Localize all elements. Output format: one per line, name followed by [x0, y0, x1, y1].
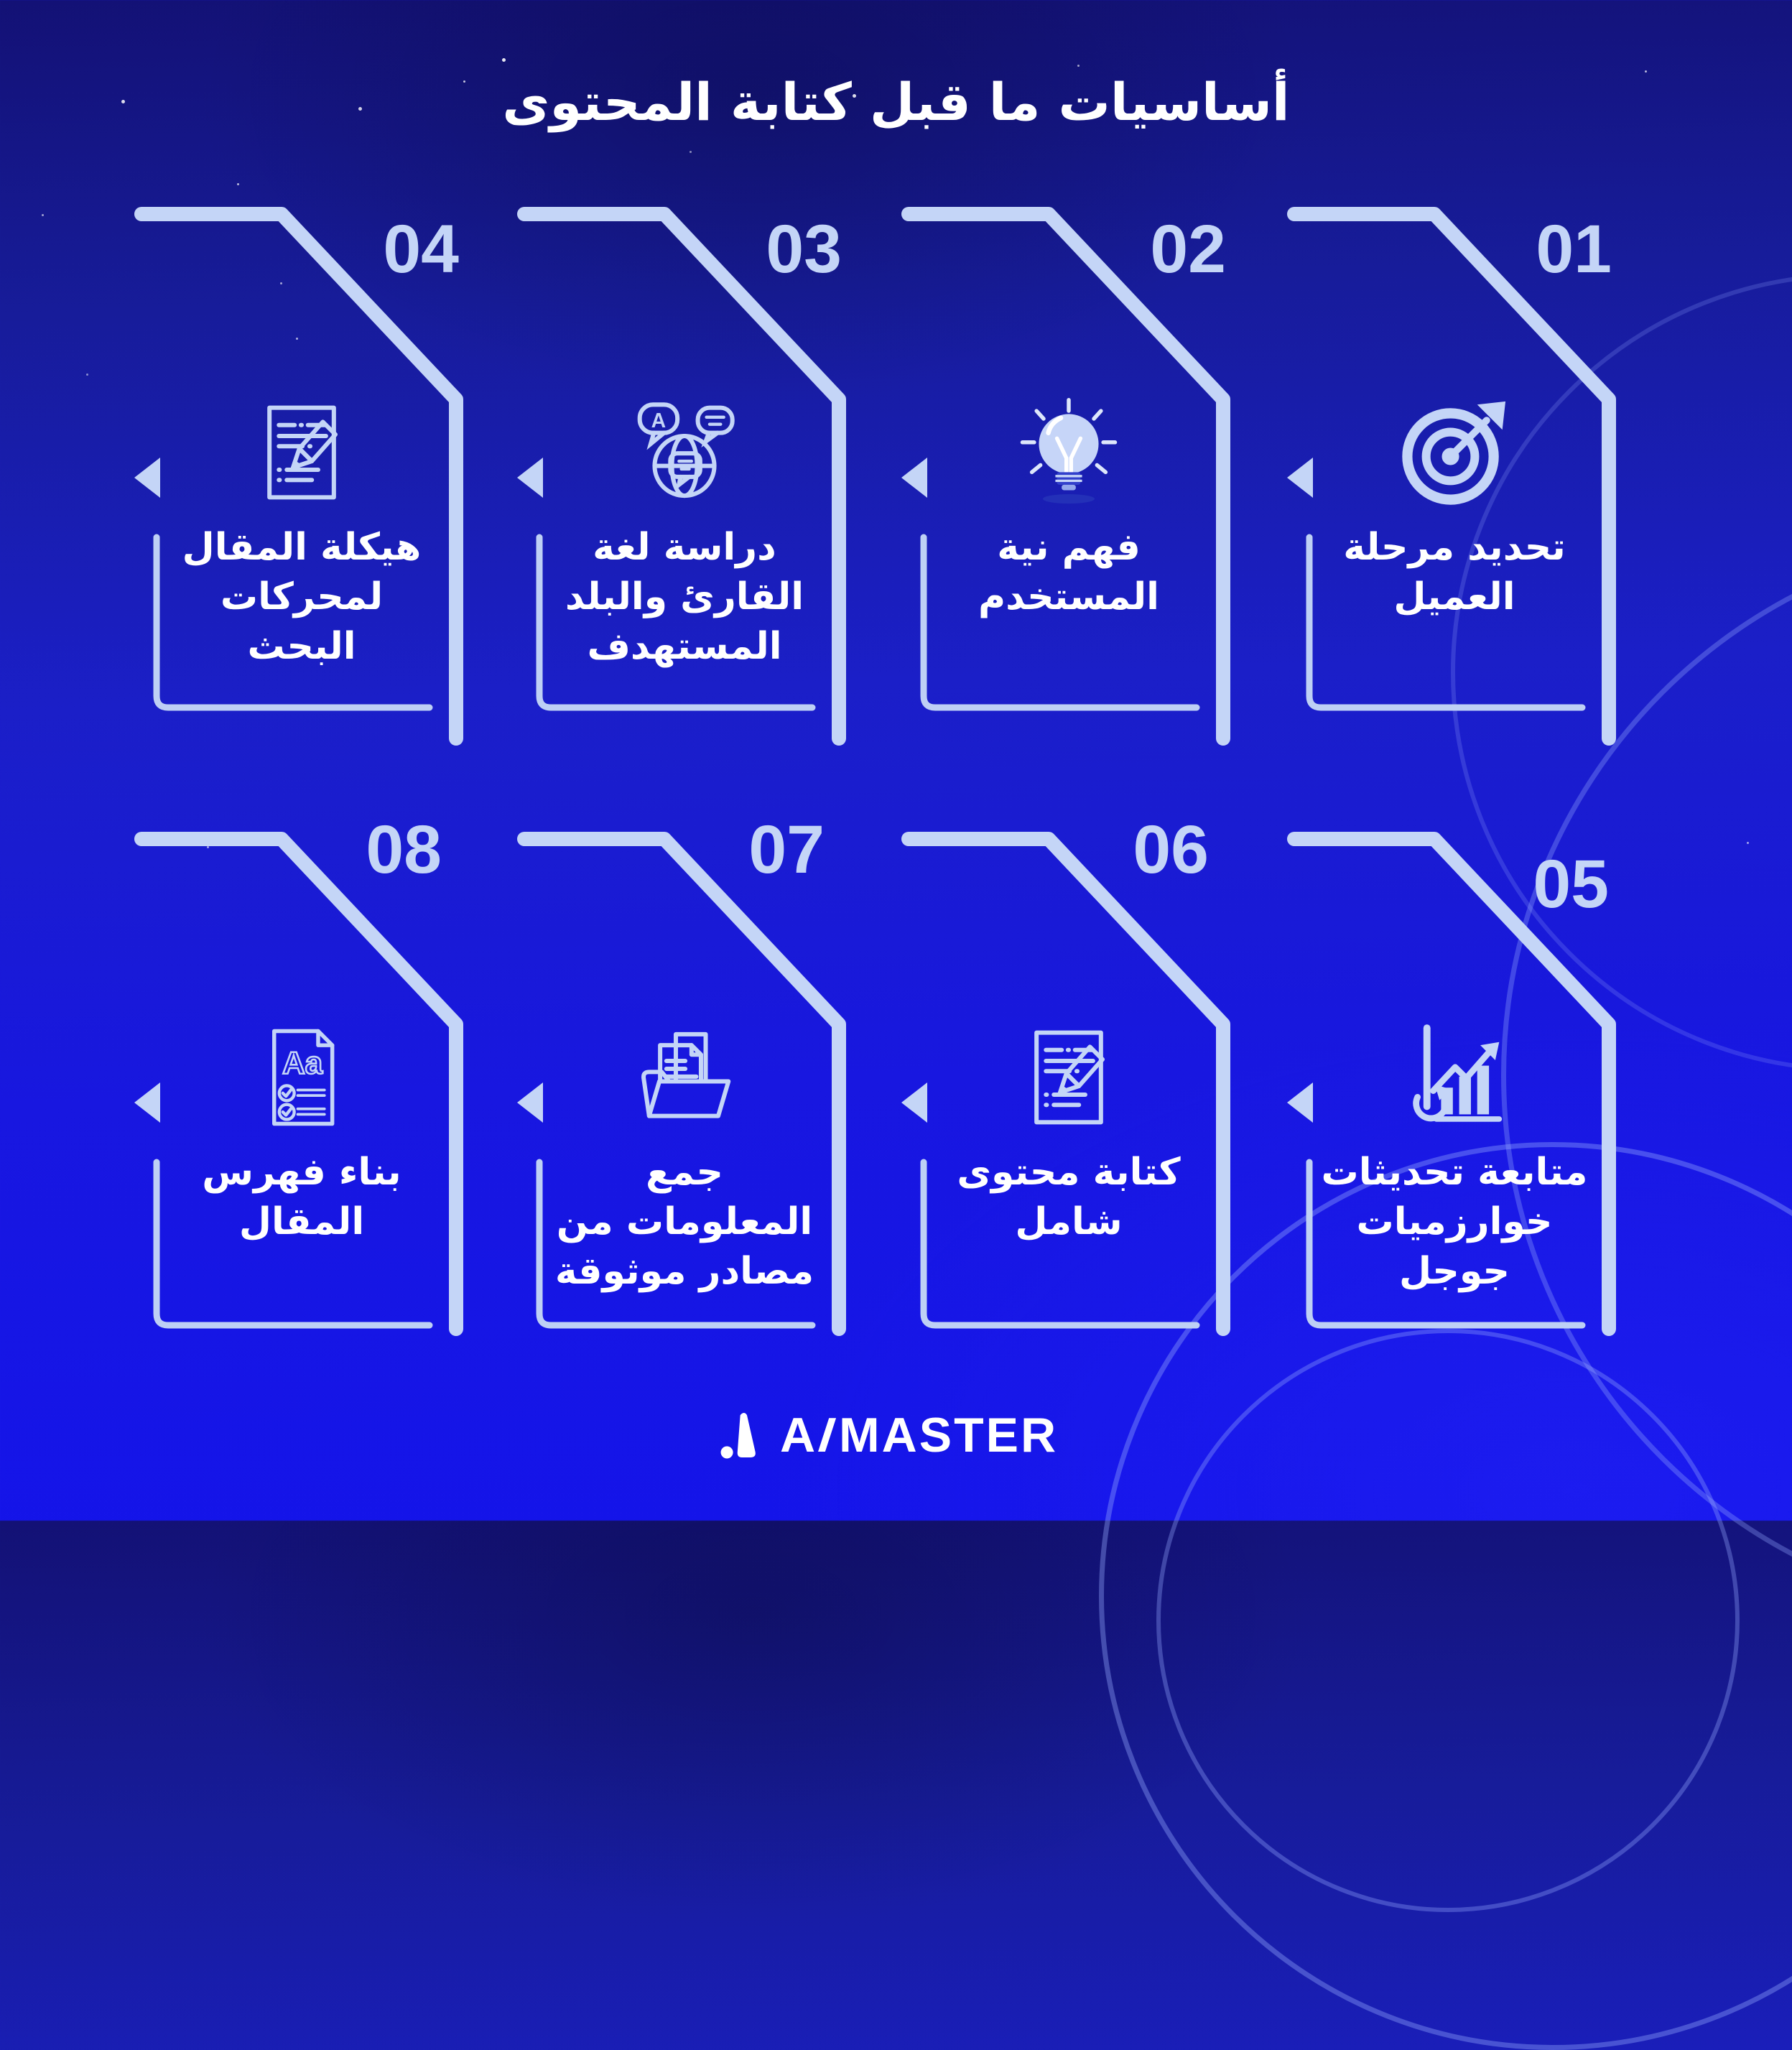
card-number: 02 — [1150, 211, 1226, 287]
card-number: 06 — [1133, 812, 1209, 888]
doc-pencil-icon — [1010, 1019, 1128, 1136]
index-doc-icon: Aa — [243, 1019, 361, 1136]
lightbulb-icon — [1010, 394, 1128, 511]
card-label: كتابة محتوى شامل — [957, 1151, 1181, 1244]
card-number: 04 — [383, 211, 459, 287]
target-icon — [1396, 394, 1513, 511]
card-label: متابعة تحديثات خوارزميات جوجل — [1321, 1151, 1588, 1294]
card-label: تحديد مرحلة العميل — [1343, 526, 1566, 619]
card-02: 02 فهم نية المستخدم — [900, 201, 1238, 761]
card-number: 05 — [1533, 846, 1609, 922]
brand-name: AIMASTER — [780, 1408, 1059, 1462]
card-frame — [901, 207, 1230, 746]
card-label: جمع المعلومات من مصادر موثوقة — [554, 1151, 814, 1294]
stars-decoration — [0, 0, 2, 2]
card-08: 08 Aa بناء فهرس المقال — [133, 816, 470, 1386]
card-07: 07 جمع المعلومات من مصادر موثوقة — [516, 816, 853, 1386]
card-frame — [901, 832, 1230, 1336]
aa-letters: Aa — [282, 1046, 323, 1081]
card-number: 08 — [366, 812, 442, 888]
card-number: 01 — [1536, 211, 1612, 287]
card-frame — [517, 832, 846, 1336]
card-label: دراسة لغة القارئ والبلد المستهدف — [565, 526, 804, 669]
folder-docs-icon — [626, 1019, 743, 1136]
card-frame — [134, 832, 463, 1336]
card-06: 06 كتابة محتوى شامل — [900, 816, 1238, 1386]
card-frame — [1287, 832, 1616, 1336]
doc-pencil-icon — [243, 394, 361, 511]
card-04: 04 هيكلة المقال لمحركات البحث — [133, 201, 470, 761]
card-label: هيكلة المقال لمحركات البحث — [182, 526, 422, 669]
page-title: أساسيات ما قبل كتابة المحتوى — [502, 72, 1290, 133]
card-label: فهم نية المستخدم — [978, 526, 1159, 619]
decorative-circle — [1156, 1329, 1740, 1912]
bubble-letter-a: A — [651, 409, 667, 432]
card-frame — [517, 207, 846, 746]
algorithm-chart-icon — [1396, 1019, 1513, 1136]
card-label: بناء فهرس المقال — [202, 1151, 401, 1244]
card-number: 07 — [748, 812, 825, 888]
card-05: 05 متابعة تحديثات خوارزميات جوجل — [1286, 826, 1623, 1386]
card-01: 01 تحديد مرحلة العميل — [1286, 201, 1623, 761]
card-03: 03 A دراسة لغة القارئ والبلد ال — [516, 201, 853, 761]
card-frame — [134, 207, 463, 746]
card-number: 03 — [766, 211, 842, 287]
brand-logo: AIMASTER — [720, 1402, 1058, 1468]
translate-globe-icon: A — [626, 394, 743, 511]
brand-mark-icon — [720, 1413, 756, 1459]
card-frame — [1287, 207, 1616, 746]
